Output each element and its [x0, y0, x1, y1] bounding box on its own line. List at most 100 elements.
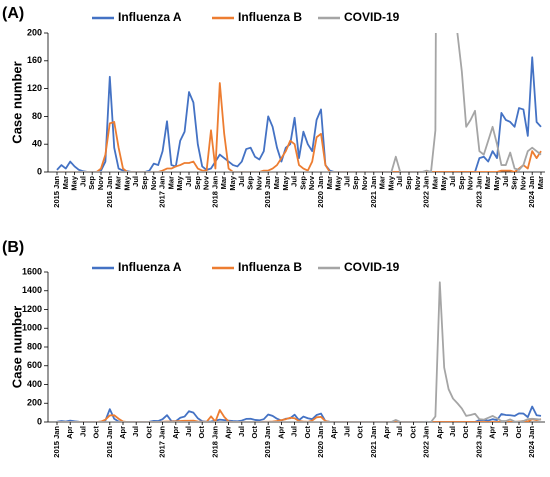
y-tick-label: 1000	[22, 323, 42, 333]
x-tick-label: Oct	[144, 426, 153, 439]
y-tick-label: 40	[32, 139, 42, 149]
legend-label: COVID-19	[344, 260, 400, 274]
x-tick-label: 2023 Jan	[474, 426, 483, 458]
x-tick-label: Mar	[536, 176, 545, 189]
y-axis-label: Case number	[9, 61, 24, 143]
x-tick-label: 2024 Jan	[527, 426, 536, 458]
x-tick-label: Apr	[276, 426, 285, 439]
x-tick-label: Apr	[118, 426, 127, 439]
x-tick-label: Jul	[237, 426, 246, 437]
x-tick-label: Apr	[435, 426, 444, 439]
x-tick-label: Nov	[413, 175, 422, 190]
y-tick-label: 1200	[22, 304, 42, 314]
panel-label: (B)	[2, 239, 24, 256]
x-tick-label: Jul	[290, 176, 299, 187]
x-tick-label: 2015 Jan	[52, 426, 61, 458]
x-tick-label: Jul	[78, 426, 87, 437]
x-tick-label: Mar	[219, 176, 228, 189]
x-tick-label: Apr	[382, 426, 391, 439]
x-tick-label: Nov	[518, 175, 527, 190]
x-tick-label: 2021 Jan	[369, 176, 378, 208]
x-tick-label: 2017 Jan	[158, 176, 167, 208]
x-tick-label: Sep	[404, 176, 413, 190]
x-tick-label: 2024 Jan	[527, 176, 536, 208]
x-tick-label: Jul	[290, 426, 299, 437]
y-tick-label: 600	[27, 360, 42, 370]
x-tick-label: Nov	[254, 175, 263, 190]
series-line	[57, 281, 542, 422]
x-tick-label: Oct	[197, 426, 206, 439]
x-tick-label: May	[70, 175, 79, 190]
panel-label: (A)	[2, 5, 24, 22]
y-tick-label: 1600	[22, 266, 42, 276]
x-tick-label: 2020 Jan	[316, 176, 325, 208]
x-tick-label: Jul	[78, 176, 87, 187]
x-tick-label: Apr	[65, 426, 74, 439]
series-line	[56, 56, 542, 172]
x-tick-label: 2016 Jan	[105, 426, 114, 458]
x-tick-label: Nov	[307, 175, 316, 190]
y-tick-label: 80	[32, 111, 42, 121]
x-tick-label: Oct	[408, 426, 417, 439]
x-tick-label: 2022 Jan	[422, 426, 431, 458]
x-tick-label: 2015 Jan	[52, 176, 61, 208]
legend-label: COVID-19	[344, 10, 400, 24]
x-tick-label: 2019 Jan	[263, 176, 272, 208]
legend-label: Influenza A	[118, 260, 182, 274]
y-tick-label: 120	[27, 83, 42, 93]
x-tick-label: Nov	[466, 175, 475, 190]
legend-label: Influenza B	[238, 260, 302, 274]
x-tick-label: 2020 Jan	[316, 426, 325, 458]
x-tick-label: 2019 Jan	[263, 426, 272, 458]
x-tick-label: Oct	[303, 426, 312, 439]
x-tick-label: Sep	[351, 176, 360, 190]
y-tick-label: 800	[27, 341, 42, 351]
x-tick-label: Jul	[501, 426, 510, 437]
x-tick-label: Mar	[272, 176, 281, 189]
x-tick-label: Jul	[501, 176, 510, 187]
x-tick-label: Mar	[430, 176, 439, 189]
x-tick-label: May	[386, 175, 395, 190]
x-tick-label: Jul	[448, 426, 457, 437]
x-tick-label: Mar	[483, 176, 492, 189]
x-tick-label: Mar	[166, 176, 175, 189]
x-tick-label: Sep	[457, 176, 466, 190]
x-tick-label: Jul	[237, 176, 246, 187]
x-tick-label: Apr	[488, 426, 497, 439]
x-tick-label: Nov	[202, 175, 211, 190]
y-axis-label: Case number	[9, 306, 24, 388]
x-tick-label: May	[492, 175, 501, 190]
x-tick-label: Oct	[356, 426, 365, 439]
legend-label: Influenza B	[238, 10, 302, 24]
x-tick-label: Mar	[325, 176, 334, 189]
x-tick-label: Jul	[131, 176, 140, 187]
x-tick-label: 2021 Jan	[369, 426, 378, 458]
x-tick-label: 2018 Jan	[210, 426, 219, 458]
y-tick-label: 0	[37, 166, 42, 176]
y-tick-label: 200	[27, 27, 42, 37]
y-tick-label: 200	[27, 398, 42, 408]
x-tick-label: Jul	[395, 176, 404, 187]
x-tick-label: Sep	[246, 176, 255, 190]
x-tick-label: Nov	[360, 175, 369, 190]
x-tick-label: Oct	[92, 426, 101, 439]
x-tick-label: May	[122, 175, 131, 190]
y-tick-label: 400	[27, 379, 42, 389]
x-tick-label: 2023 Jan	[474, 176, 483, 208]
x-tick-label: 2018 Jan	[210, 176, 219, 208]
series-line	[57, 82, 542, 172]
x-tick-label: May	[175, 175, 184, 190]
x-tick-label: Jul	[395, 426, 404, 437]
y-tick-label: 1400	[22, 285, 42, 295]
x-tick-label: Oct	[514, 426, 523, 439]
x-tick-label: Apr	[329, 426, 338, 439]
x-tick-label: Jul	[448, 176, 457, 187]
series-line	[57, 33, 542, 172]
x-tick-label: Sep	[510, 176, 519, 190]
x-tick-label: Jul	[342, 176, 351, 187]
legend-label: Influenza A	[118, 10, 182, 24]
x-tick-label: Mar	[61, 176, 70, 189]
x-tick-label: Oct	[461, 426, 470, 439]
x-tick-label: Jul	[184, 426, 193, 437]
